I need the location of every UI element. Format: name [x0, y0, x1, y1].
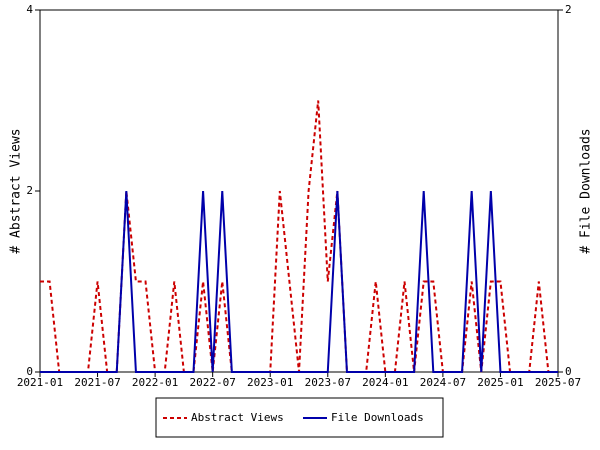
x-tick-label: 2021-01: [17, 376, 63, 389]
x-tick-label: 2021-07: [74, 376, 120, 389]
x-tick-label: 2024-01: [362, 376, 408, 389]
y-tick-label: 2: [26, 184, 33, 197]
x-tick-label: 2024-07: [420, 376, 466, 389]
y2-tick-label: 0: [565, 365, 572, 378]
series-line: [40, 100, 558, 373]
legend: [155, 397, 444, 438]
legend-label: File Downloads: [331, 411, 424, 424]
y2-tick-label: 2: [565, 3, 572, 16]
y-tick-label: 4: [26, 3, 33, 16]
plot-frame: [39, 9, 559, 373]
x-tick-label: 2023-01: [247, 376, 293, 389]
legend-label: Abstract Views: [191, 411, 284, 424]
x-tick-label: 2025-01: [477, 376, 523, 389]
y2-axis-label: # File Downloads: [579, 128, 594, 253]
y-axis-label: # Abstract Views: [9, 128, 24, 253]
x-tick-label: 2022-07: [189, 376, 235, 389]
x-tick-label: 2022-01: [132, 376, 178, 389]
y-tick-label: 0: [26, 365, 33, 378]
series-line: [40, 190, 558, 373]
x-tick-label: 2023-07: [305, 376, 351, 389]
x-tick-label: 2025-07: [535, 376, 581, 389]
